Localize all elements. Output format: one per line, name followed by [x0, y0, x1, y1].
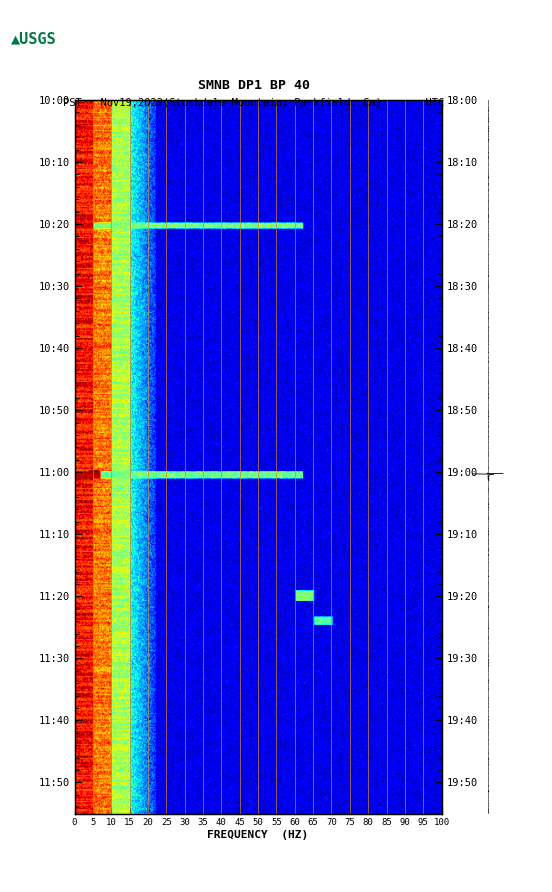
Text: SMNB DP1 BP 40: SMNB DP1 BP 40 [198, 78, 310, 92]
Text: PST   Nov19,2022(Stockdale Mountain, Parkfield, Ca)       UTC: PST Nov19,2022(Stockdale Mountain, Parkf… [63, 97, 444, 107]
Text: ▲USGS: ▲USGS [11, 31, 57, 46]
X-axis label: FREQUENCY  (HZ): FREQUENCY (HZ) [208, 830, 309, 840]
